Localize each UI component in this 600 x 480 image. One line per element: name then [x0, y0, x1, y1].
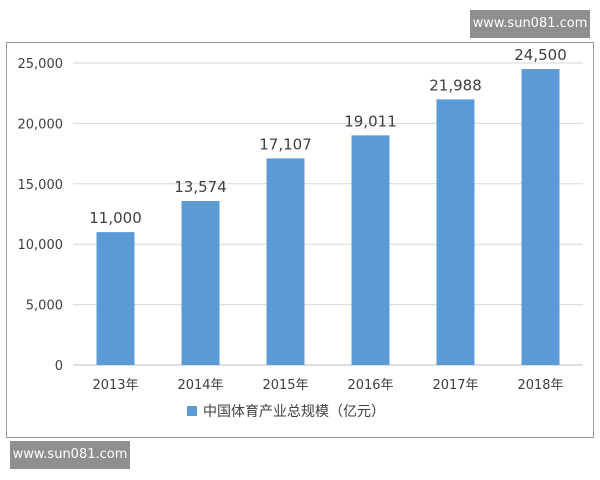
watermark-top: www.sun081.com — [470, 10, 590, 38]
y-tick-label: 15,000 — [18, 178, 64, 193]
bar — [521, 69, 560, 365]
bar — [351, 135, 390, 365]
y-tick-label: 25,000 — [18, 57, 64, 72]
legend-swatch — [187, 406, 197, 416]
y-tick-label: 10,000 — [18, 238, 64, 253]
y-tick-label: 0 — [55, 359, 63, 374]
x-tick-label: 2013年 — [92, 378, 138, 393]
watermark-bottom: www.sun081.com — [10, 441, 130, 469]
y-tick-label: 5,000 — [26, 299, 63, 314]
y-tick-label: 20,000 — [18, 117, 64, 132]
x-tick-label: 2016年 — [347, 378, 393, 393]
data-label: 11,000 — [89, 209, 142, 227]
data-label: 21,988 — [429, 76, 482, 94]
bars — [96, 69, 560, 366]
y-axis-tick-labels: 0 5,000 10,000 15,000 20,000 25,000 — [18, 57, 64, 374]
gridlines — [73, 62, 583, 366]
data-label: 17,107 — [259, 135, 312, 153]
data-label: 19,011 — [344, 112, 397, 130]
data-label: 13,574 — [174, 178, 227, 196]
x-axis-tick-labels: 2013年 2014年 2015年 2016年 2017年 2018年 — [92, 378, 563, 393]
data-label: 24,500 — [514, 46, 567, 64]
legend: 中国体育产业总规模（亿元） — [187, 404, 385, 420]
bar — [266, 158, 305, 365]
chart-frame: 0 5,000 10,000 15,000 20,000 25,000 11,000 13,… — [6, 42, 594, 438]
bar — [181, 201, 220, 365]
bar-chart: 0 5,000 10,000 15,000 20,000 25,000 11,000 13,… — [18, 46, 583, 420]
bar — [96, 232, 135, 365]
x-tick-label: 2014年 — [177, 378, 223, 393]
legend-label: 中国体育产业总规模（亿元） — [203, 404, 385, 420]
x-tick-label: 2018年 — [517, 378, 563, 393]
x-tick-label: 2015年 — [262, 378, 308, 393]
data-labels: 11,000 13,574 17,107 19,011 21,988 24,500 — [89, 46, 567, 227]
x-tick-label: 2017年 — [432, 378, 478, 393]
bar — [436, 99, 475, 366]
